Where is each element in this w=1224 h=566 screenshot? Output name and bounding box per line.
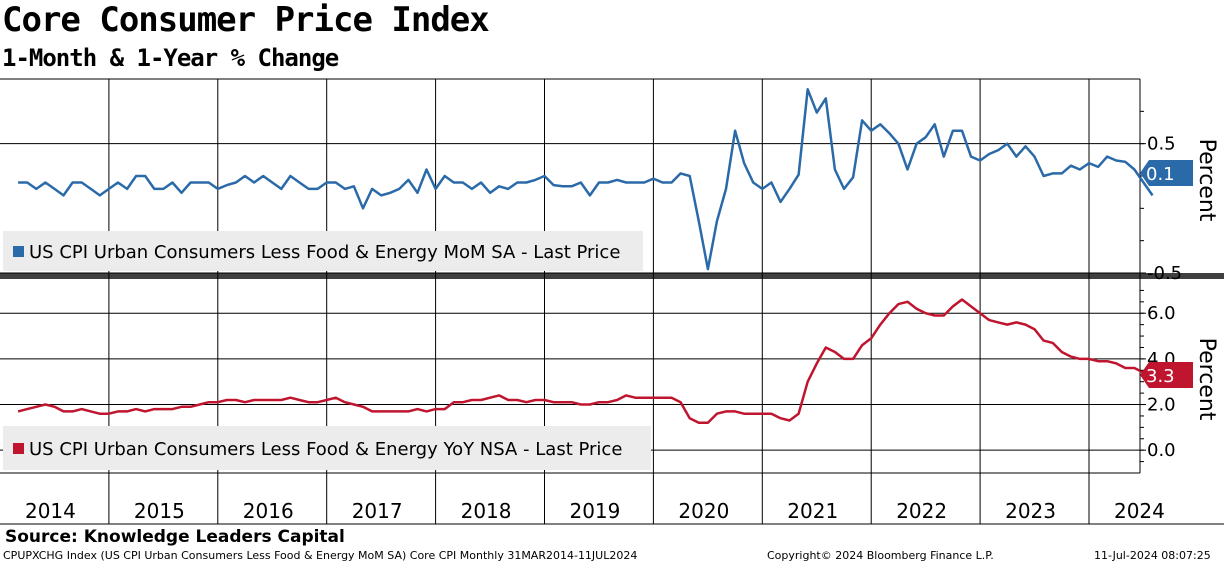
x-tick-label: 2024 (1114, 499, 1165, 523)
yoy-y-axis-title: Percent (1194, 338, 1219, 421)
x-tick-label: 2019 (569, 499, 620, 523)
chart-title: Core Consumer Price Index (2, 0, 490, 40)
x-tick-label: 2018 (461, 499, 512, 523)
yoy-legend[interactable]: US CPI Urban Consumers Less Food & Energ… (3, 426, 651, 470)
footer-copyright: Copyright© 2024 Bloomberg Finance L.P. (767, 549, 994, 562)
x-tick-label: 2023 (1005, 499, 1056, 523)
panel-separator[interactable] (0, 273, 1224, 279)
y-tick-label: 0.0 (1147, 440, 1176, 461)
x-tick-label: 2017 (352, 499, 403, 523)
yoy-last-value: 3.3 (1146, 366, 1175, 387)
mom-legend-swatch (13, 246, 24, 257)
chart-subtitle: 1-Month & 1-Year % Change (2, 44, 339, 72)
yoy-y-axis: 0.02.04.06.0 (1140, 289, 1176, 463)
x-tick-label: 2021 (787, 499, 838, 523)
mom-last-value-tag: 0.1 (1140, 160, 1193, 186)
mom-legend-box (3, 231, 643, 271)
y-tick-label: 2.0 (1147, 395, 1176, 416)
yoy-grid-lines (0, 312, 1140, 451)
x-axis-year-labels: 2014 2015 2016 2017 2018 2019 2020 2021 2022 2023… (25, 499, 1165, 523)
footer-index-info: CPUPXCHG Index (US CPI Urban Consumers L… (3, 549, 638, 562)
mom-y-axis: -0.5 0.5 (1140, 110, 1182, 284)
x-tick-label: 2022 (896, 499, 947, 523)
yoy-legend-box (3, 426, 651, 470)
x-tick-label: 2015 (134, 499, 185, 523)
mom-legend[interactable]: US CPI Urban Consumers Less Food & Energ… (3, 231, 643, 271)
mom-series-line (18, 88, 1154, 271)
mom-y-axis-title: Percent (1194, 139, 1219, 222)
yoy-legend-label: US CPI Urban Consumers Less Food & Energ… (29, 439, 622, 460)
x-tick-label: 2020 (678, 499, 729, 523)
mom-legend-label: US CPI Urban Consumers Less Food & Energ… (29, 242, 620, 263)
x-tick-label: 2014 (25, 499, 76, 523)
yoy-series-line (17, 298, 1153, 425)
source-note: Source: Knowledge Leaders Capital (5, 527, 345, 547)
y-tick-label: 6.0 (1147, 303, 1176, 324)
footer-timestamp: 11-Jul-2024 08:07:25 (1094, 549, 1211, 562)
yoy-last-value-tag: 3.3 (1140, 362, 1193, 388)
x-tick-label: 2016 (243, 499, 294, 523)
y-tick-label: -0.5 (1147, 263, 1182, 284)
yoy-tag-shape (1140, 362, 1193, 388)
mom-grid-lines (0, 143, 1140, 274)
yoy-legend-swatch (13, 443, 24, 454)
y-tick-label: 0.5 (1147, 134, 1176, 155)
mom-last-value: 0.1 (1146, 164, 1175, 185)
mom-tag-shape (1140, 160, 1193, 186)
